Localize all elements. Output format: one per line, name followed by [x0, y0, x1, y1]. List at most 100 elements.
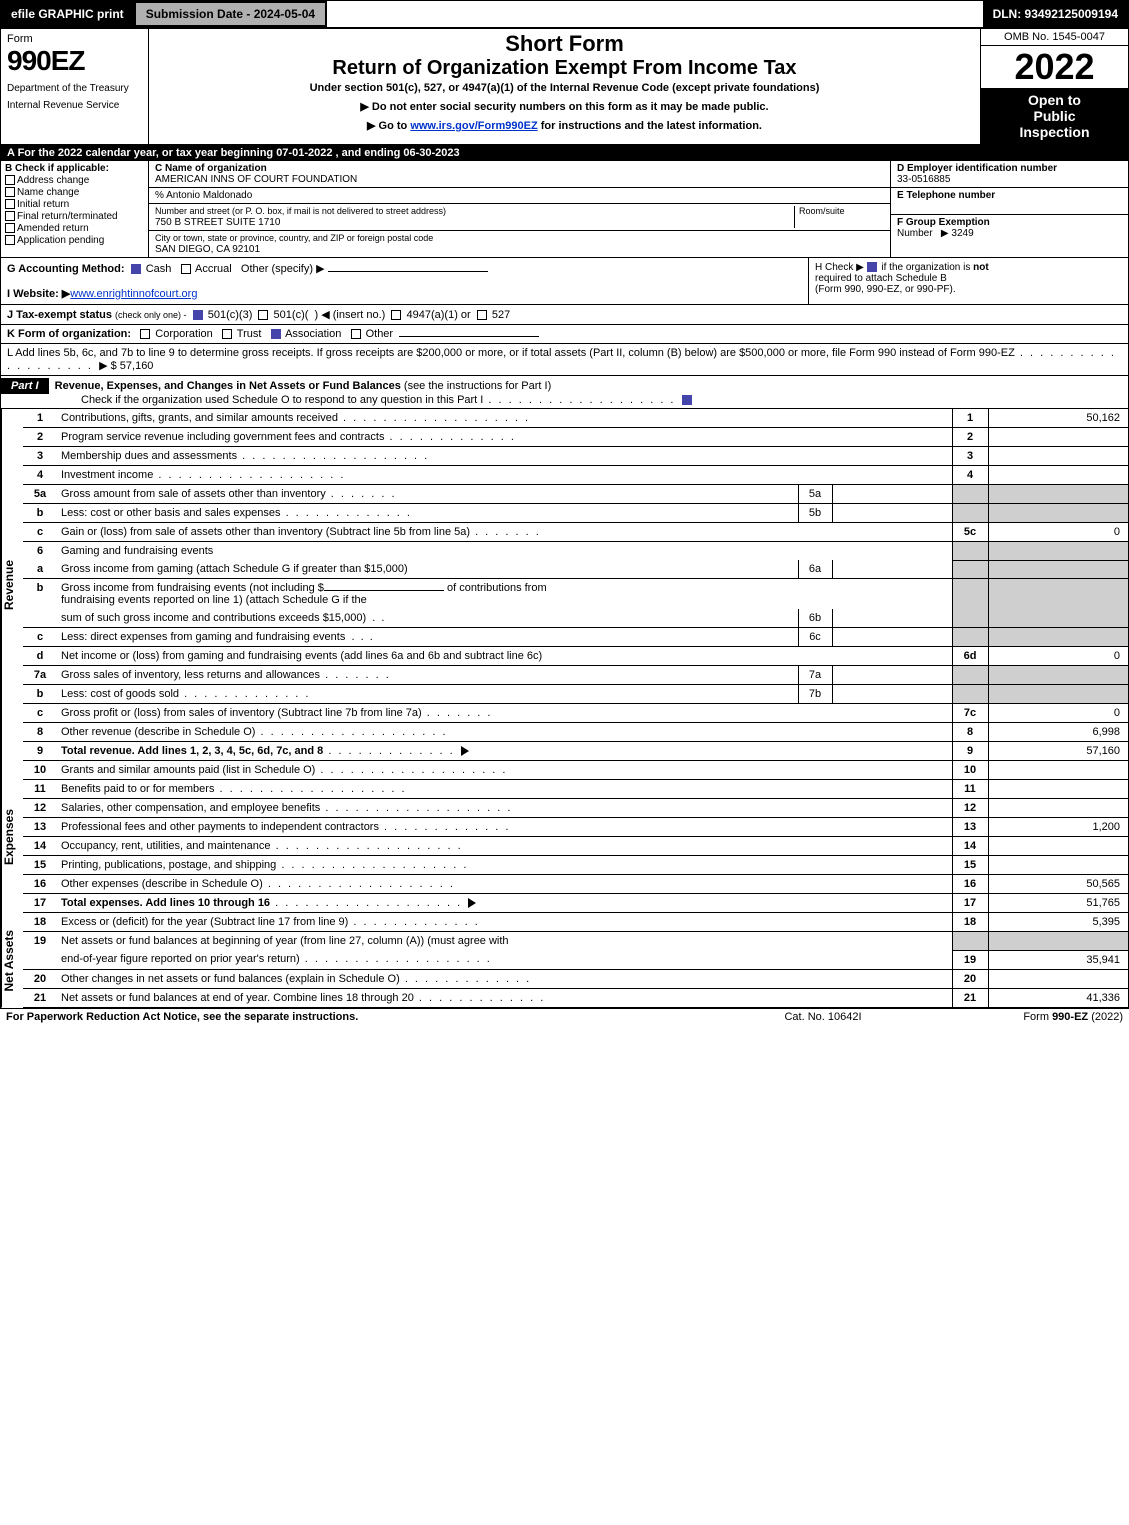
- cb-application-pending[interactable]: Application pending: [5, 235, 144, 246]
- cb-amended-return[interactable]: Amended return: [5, 223, 144, 234]
- line-6b: bGross income from fundraising events (n…: [23, 579, 1128, 610]
- amt-5c: 0: [988, 523, 1128, 542]
- cb-corporation[interactable]: [140, 329, 150, 339]
- line-6a: aGross income from gaming (attach Schedu…: [23, 560, 1128, 579]
- expenses-section: Expenses 10Grants and similar amounts pa…: [1, 761, 1128, 913]
- amt-13: 1,200: [988, 818, 1128, 837]
- row-a-tax-year: A For the 2022 calendar year, or tax yea…: [1, 145, 1128, 161]
- accounting-method: G Accounting Method: Cash Accrual Other …: [1, 258, 808, 304]
- open-public-inspection: Open to Public Inspection: [981, 88, 1128, 144]
- ssn-warning: ▶ Do not enter social security numbers o…: [155, 100, 974, 113]
- line-6c: cLess: direct expenses from gaming and f…: [23, 628, 1128, 647]
- revenue-table: 1Contributions, gifts, grants, and simil…: [23, 409, 1128, 761]
- row-l-gross-receipts: L Add lines 5b, 6c, and 7b to line 9 to …: [1, 344, 1128, 376]
- amt-7c: 0: [988, 704, 1128, 723]
- cb-501c[interactable]: [258, 310, 268, 320]
- col-b-checkboxes: B Check if applicable: Address change Na…: [1, 161, 149, 257]
- net-assets-table: 18Excess or (deficit) for the year (Subt…: [23, 913, 1128, 1008]
- city-state-zip: SAN DIEGO, CA 92101: [155, 244, 260, 255]
- line-13: 13Professional fees and other payments t…: [23, 818, 1128, 837]
- line-11: 11Benefits paid to or for members11: [23, 780, 1128, 799]
- ein-value: 33-0516885: [897, 174, 950, 185]
- line-20: 20Other changes in net assets or fund ba…: [23, 969, 1128, 988]
- cb-cash[interactable]: [131, 264, 141, 274]
- cat-number: Cat. No. 10642I: [723, 1011, 923, 1023]
- dln: DLN: 93492125009194: [983, 1, 1128, 27]
- website-label: I Website: ▶: [7, 288, 70, 300]
- line-19b: end-of-year figure reported on prior yea…: [23, 950, 1128, 969]
- form-word: Form: [7, 33, 142, 45]
- care-of: % Antonio Maldonado: [149, 188, 890, 204]
- arrow-icon: [468, 898, 476, 908]
- line-7a: 7aGross sales of inventory, less returns…: [23, 666, 1128, 685]
- col-def: D Employer identification number 33-0516…: [890, 161, 1128, 257]
- line-10: 10Grants and similar amounts paid (list …: [23, 761, 1128, 780]
- amt-6d: 0: [988, 647, 1128, 666]
- org-name: AMERICAN INNS OF COURT FOUNDATION: [155, 174, 357, 185]
- line-6: 6Gaming and fundraising events: [23, 542, 1128, 561]
- group-exemption-number: 3249: [951, 228, 973, 239]
- tax-year: 2022: [981, 46, 1128, 88]
- amt-16: 50,565: [988, 875, 1128, 894]
- amt-21: 41,336: [988, 988, 1128, 1007]
- cb-association[interactable]: [271, 329, 281, 339]
- cb-address-change[interactable]: Address change: [5, 175, 144, 186]
- cb-4947[interactable]: [391, 310, 401, 320]
- form-container: Form 990EZ Department of the Treasury In…: [0, 28, 1129, 1009]
- submission-date: Submission Date - 2024-05-04: [134, 1, 327, 27]
- line-1: 1Contributions, gifts, grants, and simil…: [23, 409, 1128, 428]
- org-name-block: C Name of organization AMERICAN INNS OF …: [149, 161, 890, 188]
- amt-9: 57,160: [988, 742, 1128, 761]
- cb-501c3[interactable]: [193, 310, 203, 320]
- group-exemption-block: F Group Exemption Number ▶ 3249: [891, 215, 1128, 241]
- header-right: OMB No. 1545-0047 2022 Open to Public In…: [980, 29, 1128, 144]
- line-14: 14Occupancy, rent, utilities, and mainte…: [23, 837, 1128, 856]
- cb-final-return[interactable]: Final return/terminated: [5, 211, 144, 222]
- header-center: Short Form Return of Organization Exempt…: [149, 29, 980, 144]
- dept-treasury: Department of the Treasury: [7, 83, 142, 94]
- part-i-label: Part I: [1, 378, 49, 394]
- omb-number: OMB No. 1545-0047: [981, 29, 1128, 46]
- line-12: 12Salaries, other compensation, and empl…: [23, 799, 1128, 818]
- form-ref: Form 990-EZ (2022): [923, 1011, 1123, 1023]
- line-9: 9Total revenue. Add lines 1, 2, 3, 4, 5c…: [23, 742, 1128, 761]
- line-2: 2Program service revenue including gover…: [23, 428, 1128, 447]
- subtitle: Under section 501(c), 527, or 4947(a)(1)…: [155, 82, 974, 94]
- irs-label: Internal Revenue Service: [7, 100, 142, 111]
- cb-trust[interactable]: [222, 329, 232, 339]
- line-5b: bLess: cost or other basis and sales exp…: [23, 504, 1128, 523]
- cb-accrual[interactable]: [181, 264, 191, 274]
- website-link[interactable]: www.enrightinnofcourt.org: [70, 288, 197, 300]
- cb-schedule-o-part1[interactable]: [682, 395, 692, 405]
- irs-link[interactable]: www.irs.gov/Form990EZ: [410, 120, 537, 132]
- title-short-form: Short Form: [155, 31, 974, 57]
- room-suite: Room/suite: [794, 206, 884, 228]
- amt-1: 50,162: [988, 409, 1128, 428]
- top-bar: efile GRAPHIC print Submission Date - 20…: [0, 0, 1129, 28]
- net-assets-sidelabel: Net Assets: [1, 913, 23, 1008]
- section-bcdef: B Check if applicable: Address change Na…: [1, 161, 1128, 258]
- cb-schedule-b[interactable]: [867, 262, 877, 272]
- cb-other-org[interactable]: [351, 329, 361, 339]
- efile-print[interactable]: efile GRAPHIC print: [1, 1, 134, 27]
- line-4: 4Investment income4: [23, 466, 1128, 485]
- row-j-tax-exempt: J Tax-exempt status (check only one) - 5…: [1, 305, 1128, 325]
- arrow-icon: [461, 746, 469, 756]
- page-footer: For Paperwork Reduction Act Notice, see …: [0, 1009, 1129, 1025]
- line-6d: dNet income or (loss) from gaming and fu…: [23, 647, 1128, 666]
- line-8: 8Other revenue (describe in Schedule O)8…: [23, 723, 1128, 742]
- line-16: 16Other expenses (describe in Schedule O…: [23, 875, 1128, 894]
- cb-527[interactable]: [477, 310, 487, 320]
- line-7b: bLess: cost of goods sold7b: [23, 685, 1128, 704]
- h-schedule-b: H Check ▶ if the organization is not req…: [808, 258, 1128, 304]
- amt-17: 51,765: [988, 894, 1128, 913]
- cb-initial-return[interactable]: Initial return: [5, 199, 144, 210]
- row-gh: G Accounting Method: Cash Accrual Other …: [1, 258, 1128, 305]
- cb-name-change[interactable]: Name change: [5, 187, 144, 198]
- revenue-sidelabel: Revenue: [1, 409, 23, 761]
- line-5c: cGain or (loss) from sale of assets othe…: [23, 523, 1128, 542]
- amt-8: 6,998: [988, 723, 1128, 742]
- ein-block: D Employer identification number 33-0516…: [891, 161, 1128, 188]
- line-15: 15Printing, publications, postage, and s…: [23, 856, 1128, 875]
- title-return: Return of Organization Exempt From Incom…: [155, 57, 974, 80]
